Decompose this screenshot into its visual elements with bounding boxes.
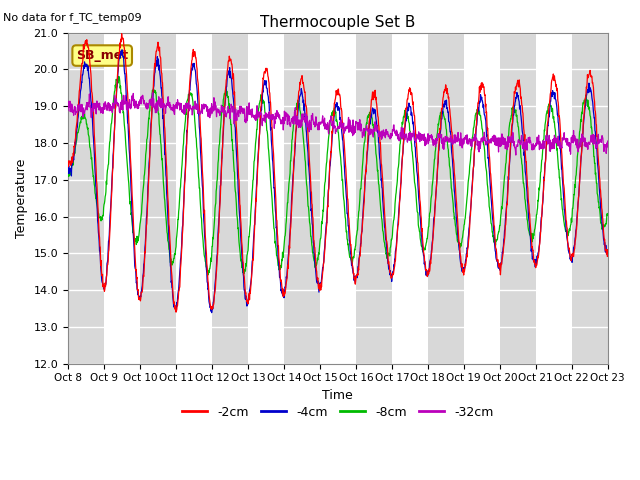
- Bar: [176, 33, 212, 364]
- Y-axis label: Temperature: Temperature: [15, 158, 28, 238]
- Title: Thermocouple Set B: Thermocouple Set B: [260, 15, 415, 30]
- Bar: [392, 33, 428, 364]
- X-axis label: Time: Time: [323, 389, 353, 402]
- Bar: [104, 33, 140, 364]
- Bar: [536, 33, 572, 364]
- Text: No data for f_TC_temp09: No data for f_TC_temp09: [3, 12, 142, 23]
- Bar: [464, 33, 500, 364]
- Bar: [608, 33, 640, 364]
- Text: SB_met: SB_met: [76, 49, 128, 62]
- Bar: [320, 33, 356, 364]
- Bar: [248, 33, 284, 364]
- Legend: -2cm, -4cm, -8cm, -32cm: -2cm, -4cm, -8cm, -32cm: [177, 401, 499, 424]
